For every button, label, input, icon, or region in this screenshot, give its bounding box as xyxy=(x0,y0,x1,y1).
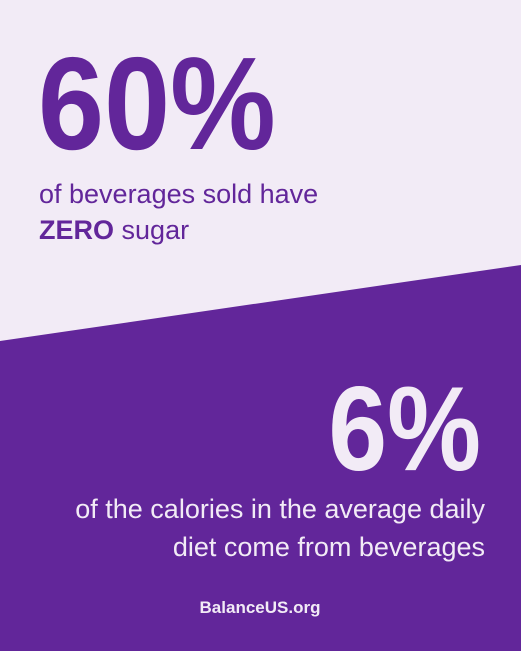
stat-caption: of beverages sold have xyxy=(39,179,318,209)
footer-source: BalanceUS.org xyxy=(200,598,321,617)
stat-caption: diet come from beverages xyxy=(173,532,485,562)
caption-text: sugar xyxy=(122,215,190,245)
stat-caption: of the calories in the average daily xyxy=(75,494,485,524)
stat-caption: ZERO sugar xyxy=(39,215,189,245)
bottom-background xyxy=(0,265,521,651)
caption-emphasis: ZERO xyxy=(39,215,114,245)
stat-figure: 60% xyxy=(38,29,276,177)
stat-figure: 6% xyxy=(328,362,481,496)
